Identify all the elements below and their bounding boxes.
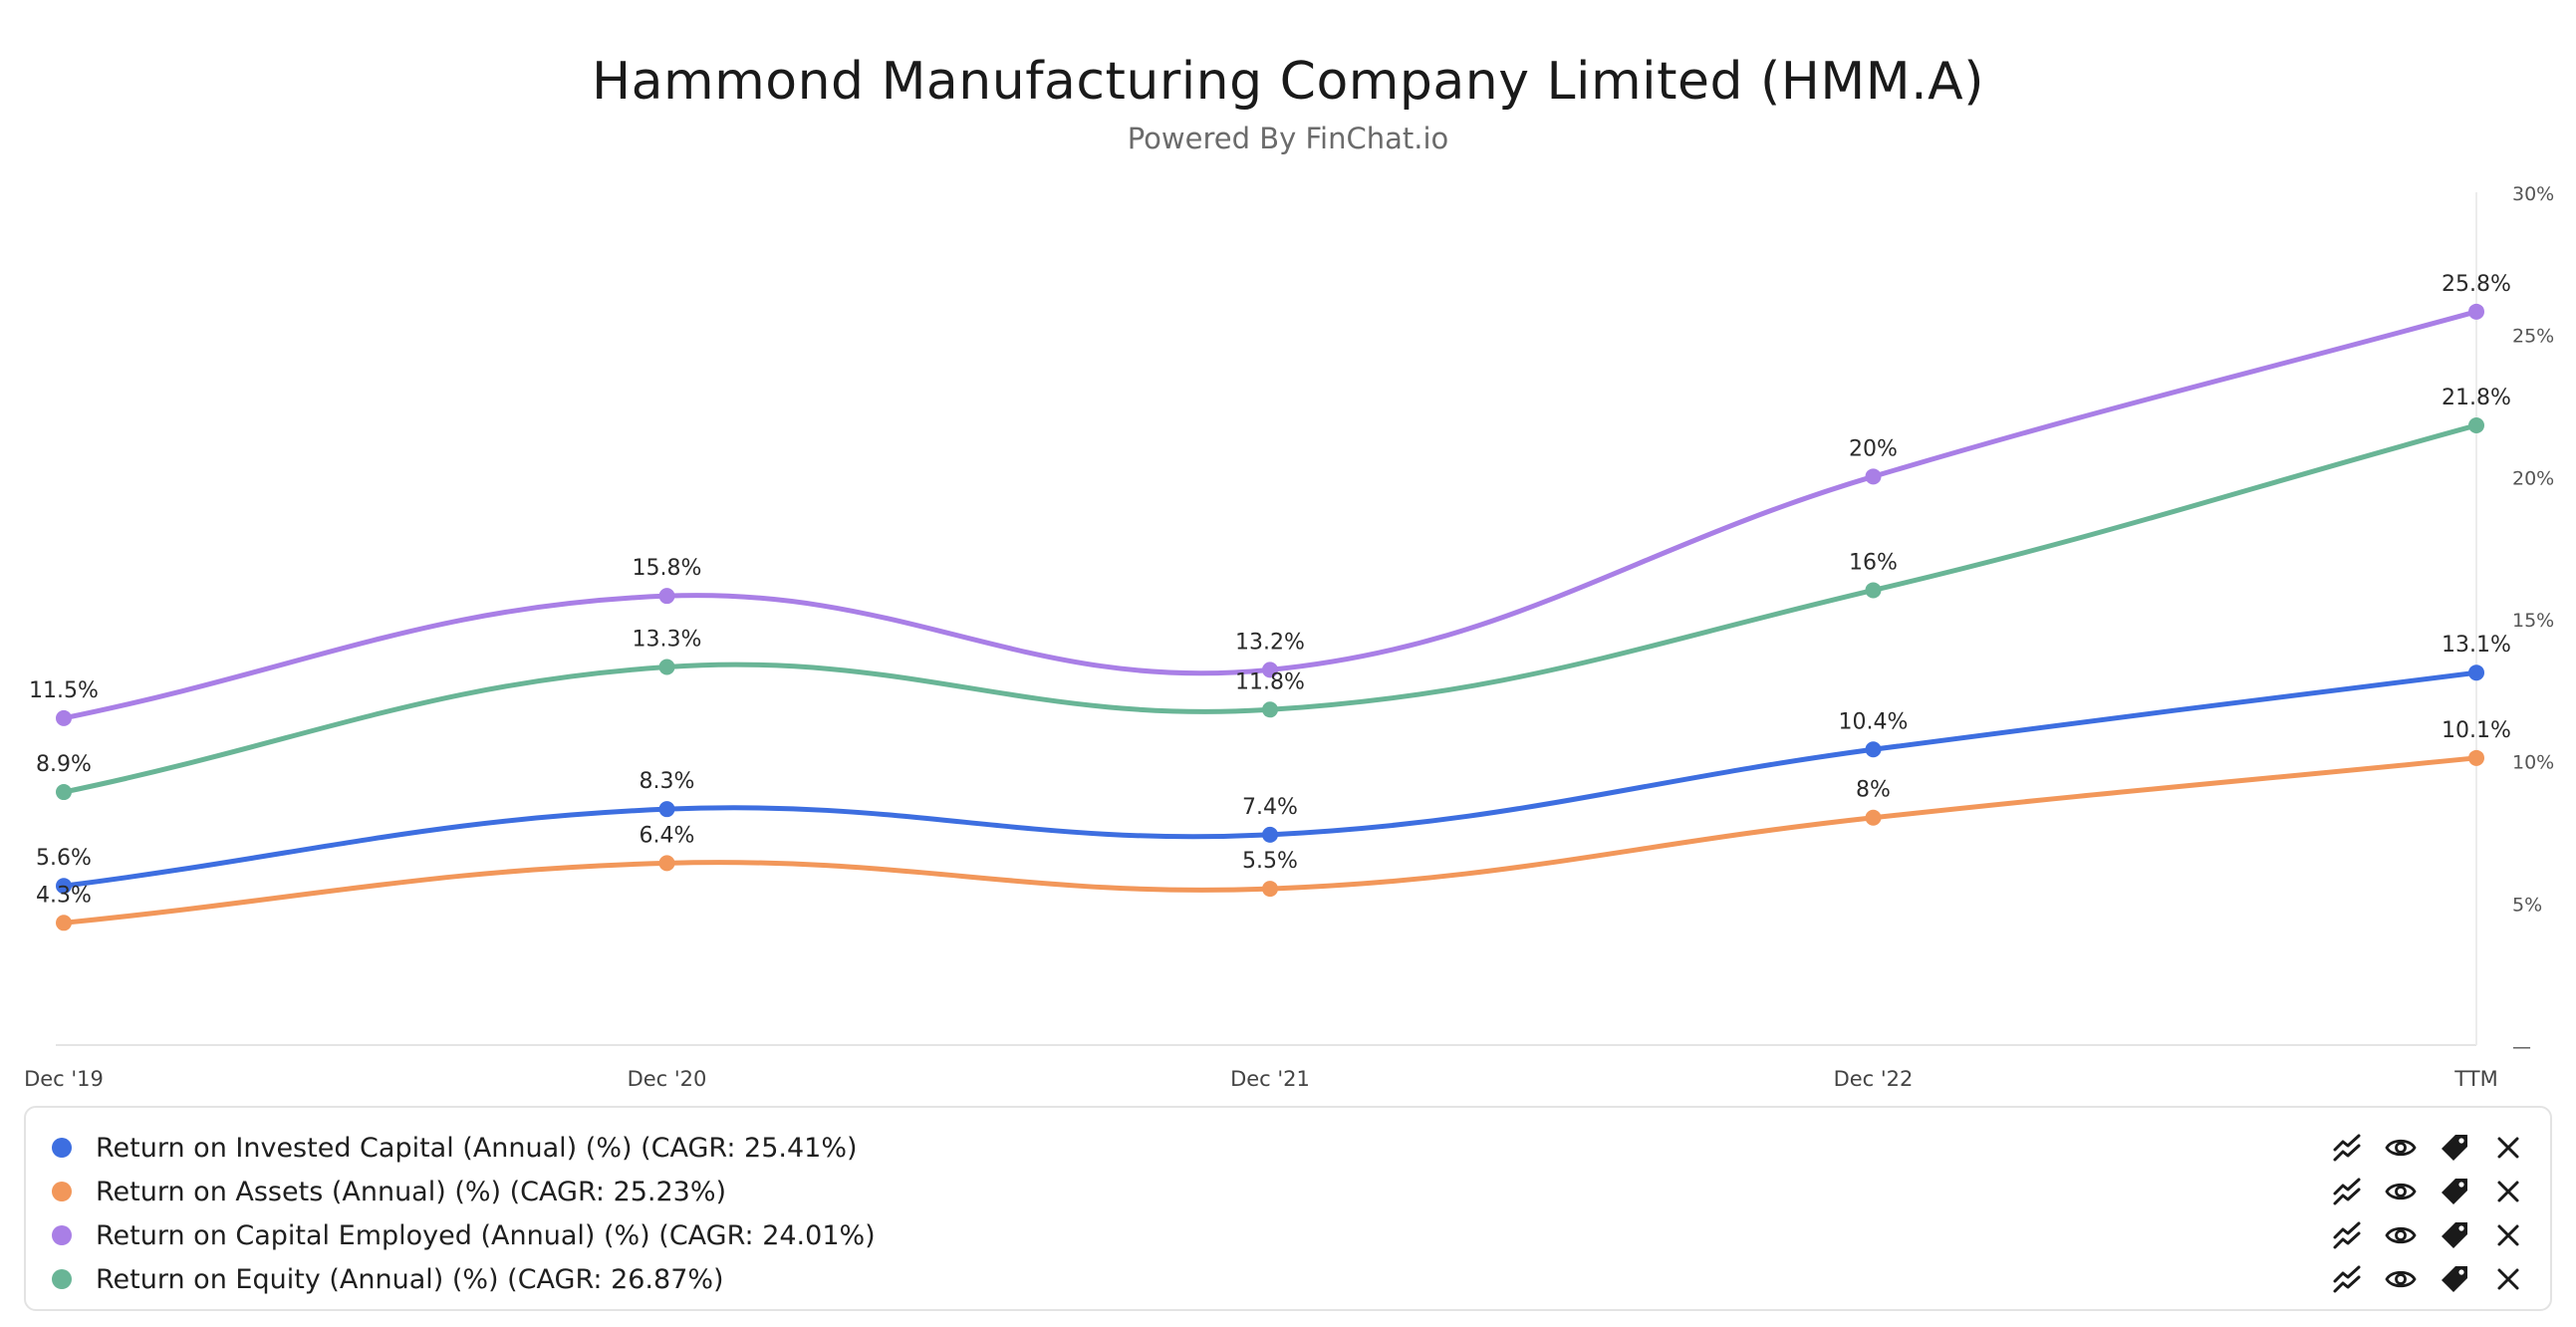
x-tick-label: TTM xyxy=(2453,1067,2497,1091)
legend-item[interactable]: Return on Capital Employed (Annual) (%) … xyxy=(26,1213,2550,1257)
legend: Return on Invested Capital (Annual) (%) … xyxy=(24,1106,2552,1311)
data-point[interactable] xyxy=(658,588,675,605)
data-point[interactable] xyxy=(658,801,675,818)
data-point[interactable] xyxy=(56,878,72,895)
data-label: 8.9% xyxy=(36,752,92,777)
data-label: 13.3% xyxy=(633,628,702,653)
data-point[interactable] xyxy=(1865,741,1882,758)
data-point[interactable] xyxy=(2468,416,2484,433)
y-tick-label: 25% xyxy=(2512,326,2554,348)
data-point[interactable] xyxy=(2468,749,2484,766)
axes: — 5% 10% 15% 20% 25% 30% Dec '19 Dec '20 Dec '21 D… xyxy=(24,183,2554,1091)
data-label: 5.5% xyxy=(1242,849,1298,874)
y-tick-label: — xyxy=(2512,1036,2531,1058)
data-point[interactable] xyxy=(56,915,72,931)
data-label: 6.4% xyxy=(640,823,695,848)
data-point[interactable] xyxy=(2468,664,2484,681)
legend-color-dot xyxy=(52,1182,72,1201)
close-icon[interactable] xyxy=(2492,1176,2524,1207)
eye-icon[interactable] xyxy=(2385,1263,2417,1295)
eye-icon[interactable] xyxy=(2385,1219,2417,1251)
data-label: 15.8% xyxy=(633,556,702,581)
tag-icon[interactable] xyxy=(2439,1176,2470,1207)
legend-actions xyxy=(2309,1126,2524,1170)
close-icon[interactable] xyxy=(2492,1263,2524,1295)
data-point[interactable] xyxy=(1262,826,1278,843)
x-tick-label: Dec '22 xyxy=(1834,1067,1914,1091)
legend-color-dot xyxy=(52,1225,72,1245)
close-icon[interactable] xyxy=(2492,1219,2524,1251)
series-points xyxy=(56,303,2484,931)
trend-icon[interactable] xyxy=(2331,1263,2363,1295)
chart-subtitle: Powered By FinChat.io xyxy=(1127,122,1449,155)
tag-icon[interactable] xyxy=(2439,1132,2470,1164)
data-label: 13.2% xyxy=(1235,630,1305,655)
x-tick-label: Dec '19 xyxy=(24,1067,104,1091)
tag-icon[interactable] xyxy=(2439,1263,2470,1295)
legend-label: Return on Invested Capital (Annual) (%) … xyxy=(96,1132,858,1164)
x-tick-label: Dec '20 xyxy=(628,1067,707,1091)
data-point[interactable] xyxy=(1262,662,1278,678)
data-point[interactable] xyxy=(1262,881,1278,898)
legend-label: Return on Assets (Annual) (%) (CAGR: 25.… xyxy=(96,1176,727,1207)
y-tick-label: 15% xyxy=(2512,610,2554,632)
data-label: 7.4% xyxy=(1242,795,1298,820)
legend-label: Return on Equity (Annual) (%) (CAGR: 26.… xyxy=(96,1263,724,1295)
legend-item[interactable]: Return on Assets (Annual) (%) (CAGR: 25.… xyxy=(26,1170,2550,1213)
legend-actions xyxy=(2309,1170,2524,1213)
legend-actions xyxy=(2309,1213,2524,1257)
data-point[interactable] xyxy=(1865,582,1882,599)
data-point[interactable] xyxy=(2468,303,2484,320)
data-label: 11.5% xyxy=(29,678,99,703)
trend-icon[interactable] xyxy=(2331,1219,2363,1251)
line-chart: — 5% 10% 15% 20% 25% 30% Dec '19 Dec '20 Dec '21 D… xyxy=(24,183,2554,1091)
data-point[interactable] xyxy=(658,659,675,675)
data-point[interactable] xyxy=(1262,701,1278,718)
eye-icon[interactable] xyxy=(2385,1132,2417,1164)
y-tick-label: 5% xyxy=(2512,894,2542,916)
y-tick-label: 30% xyxy=(2512,183,2554,205)
y-tick-label: 10% xyxy=(2512,752,2554,774)
tag-icon[interactable] xyxy=(2439,1219,2470,1251)
legend-actions xyxy=(2309,1257,2524,1301)
legend-color-dot xyxy=(52,1138,72,1158)
x-tick-label: Dec '21 xyxy=(1230,1067,1310,1091)
data-point[interactable] xyxy=(56,784,72,801)
legend-item[interactable]: Return on Invested Capital (Annual) (%) … xyxy=(26,1126,2550,1170)
data-point[interactable] xyxy=(1865,809,1882,826)
y-tick-label: 20% xyxy=(2512,467,2554,489)
data-point[interactable] xyxy=(1865,468,1882,485)
trend-icon[interactable] xyxy=(2331,1176,2363,1207)
chart-title: Hammond Manufacturing Company Limited (H… xyxy=(591,52,1984,112)
legend-label: Return on Capital Employed (Annual) (%) … xyxy=(96,1219,876,1251)
data-point[interactable] xyxy=(56,709,72,726)
data-label: 5.6% xyxy=(36,846,92,871)
data-label: 25.8% xyxy=(2442,272,2511,297)
series-line xyxy=(61,309,2479,721)
data-label: 11.8% xyxy=(1235,669,1305,694)
data-label: 8.3% xyxy=(640,769,695,794)
data-point[interactable] xyxy=(658,855,675,872)
data-label: 10.4% xyxy=(1839,709,1909,734)
close-icon[interactable] xyxy=(2492,1132,2524,1164)
series-line xyxy=(61,422,2479,795)
data-label: 16% xyxy=(1849,550,1898,575)
data-label: 13.1% xyxy=(2442,633,2511,658)
legend-item[interactable]: Return on Equity (Annual) (%) (CAGR: 26.… xyxy=(26,1257,2550,1301)
eye-icon[interactable] xyxy=(2385,1176,2417,1207)
data-label: 21.8% xyxy=(2442,386,2511,410)
data-label: 4.3% xyxy=(36,883,92,908)
data-label: 10.1% xyxy=(2442,718,2511,743)
data-label: 20% xyxy=(1849,436,1898,461)
data-labels: 5.6% 8.3% 7.4% 10.4% 13.1% 4.3% 6.4% 5.5% 8% 10.1… xyxy=(29,272,2511,908)
data-label: 8% xyxy=(1856,778,1891,803)
legend-color-dot xyxy=(52,1269,72,1289)
trend-icon[interactable] xyxy=(2331,1132,2363,1164)
